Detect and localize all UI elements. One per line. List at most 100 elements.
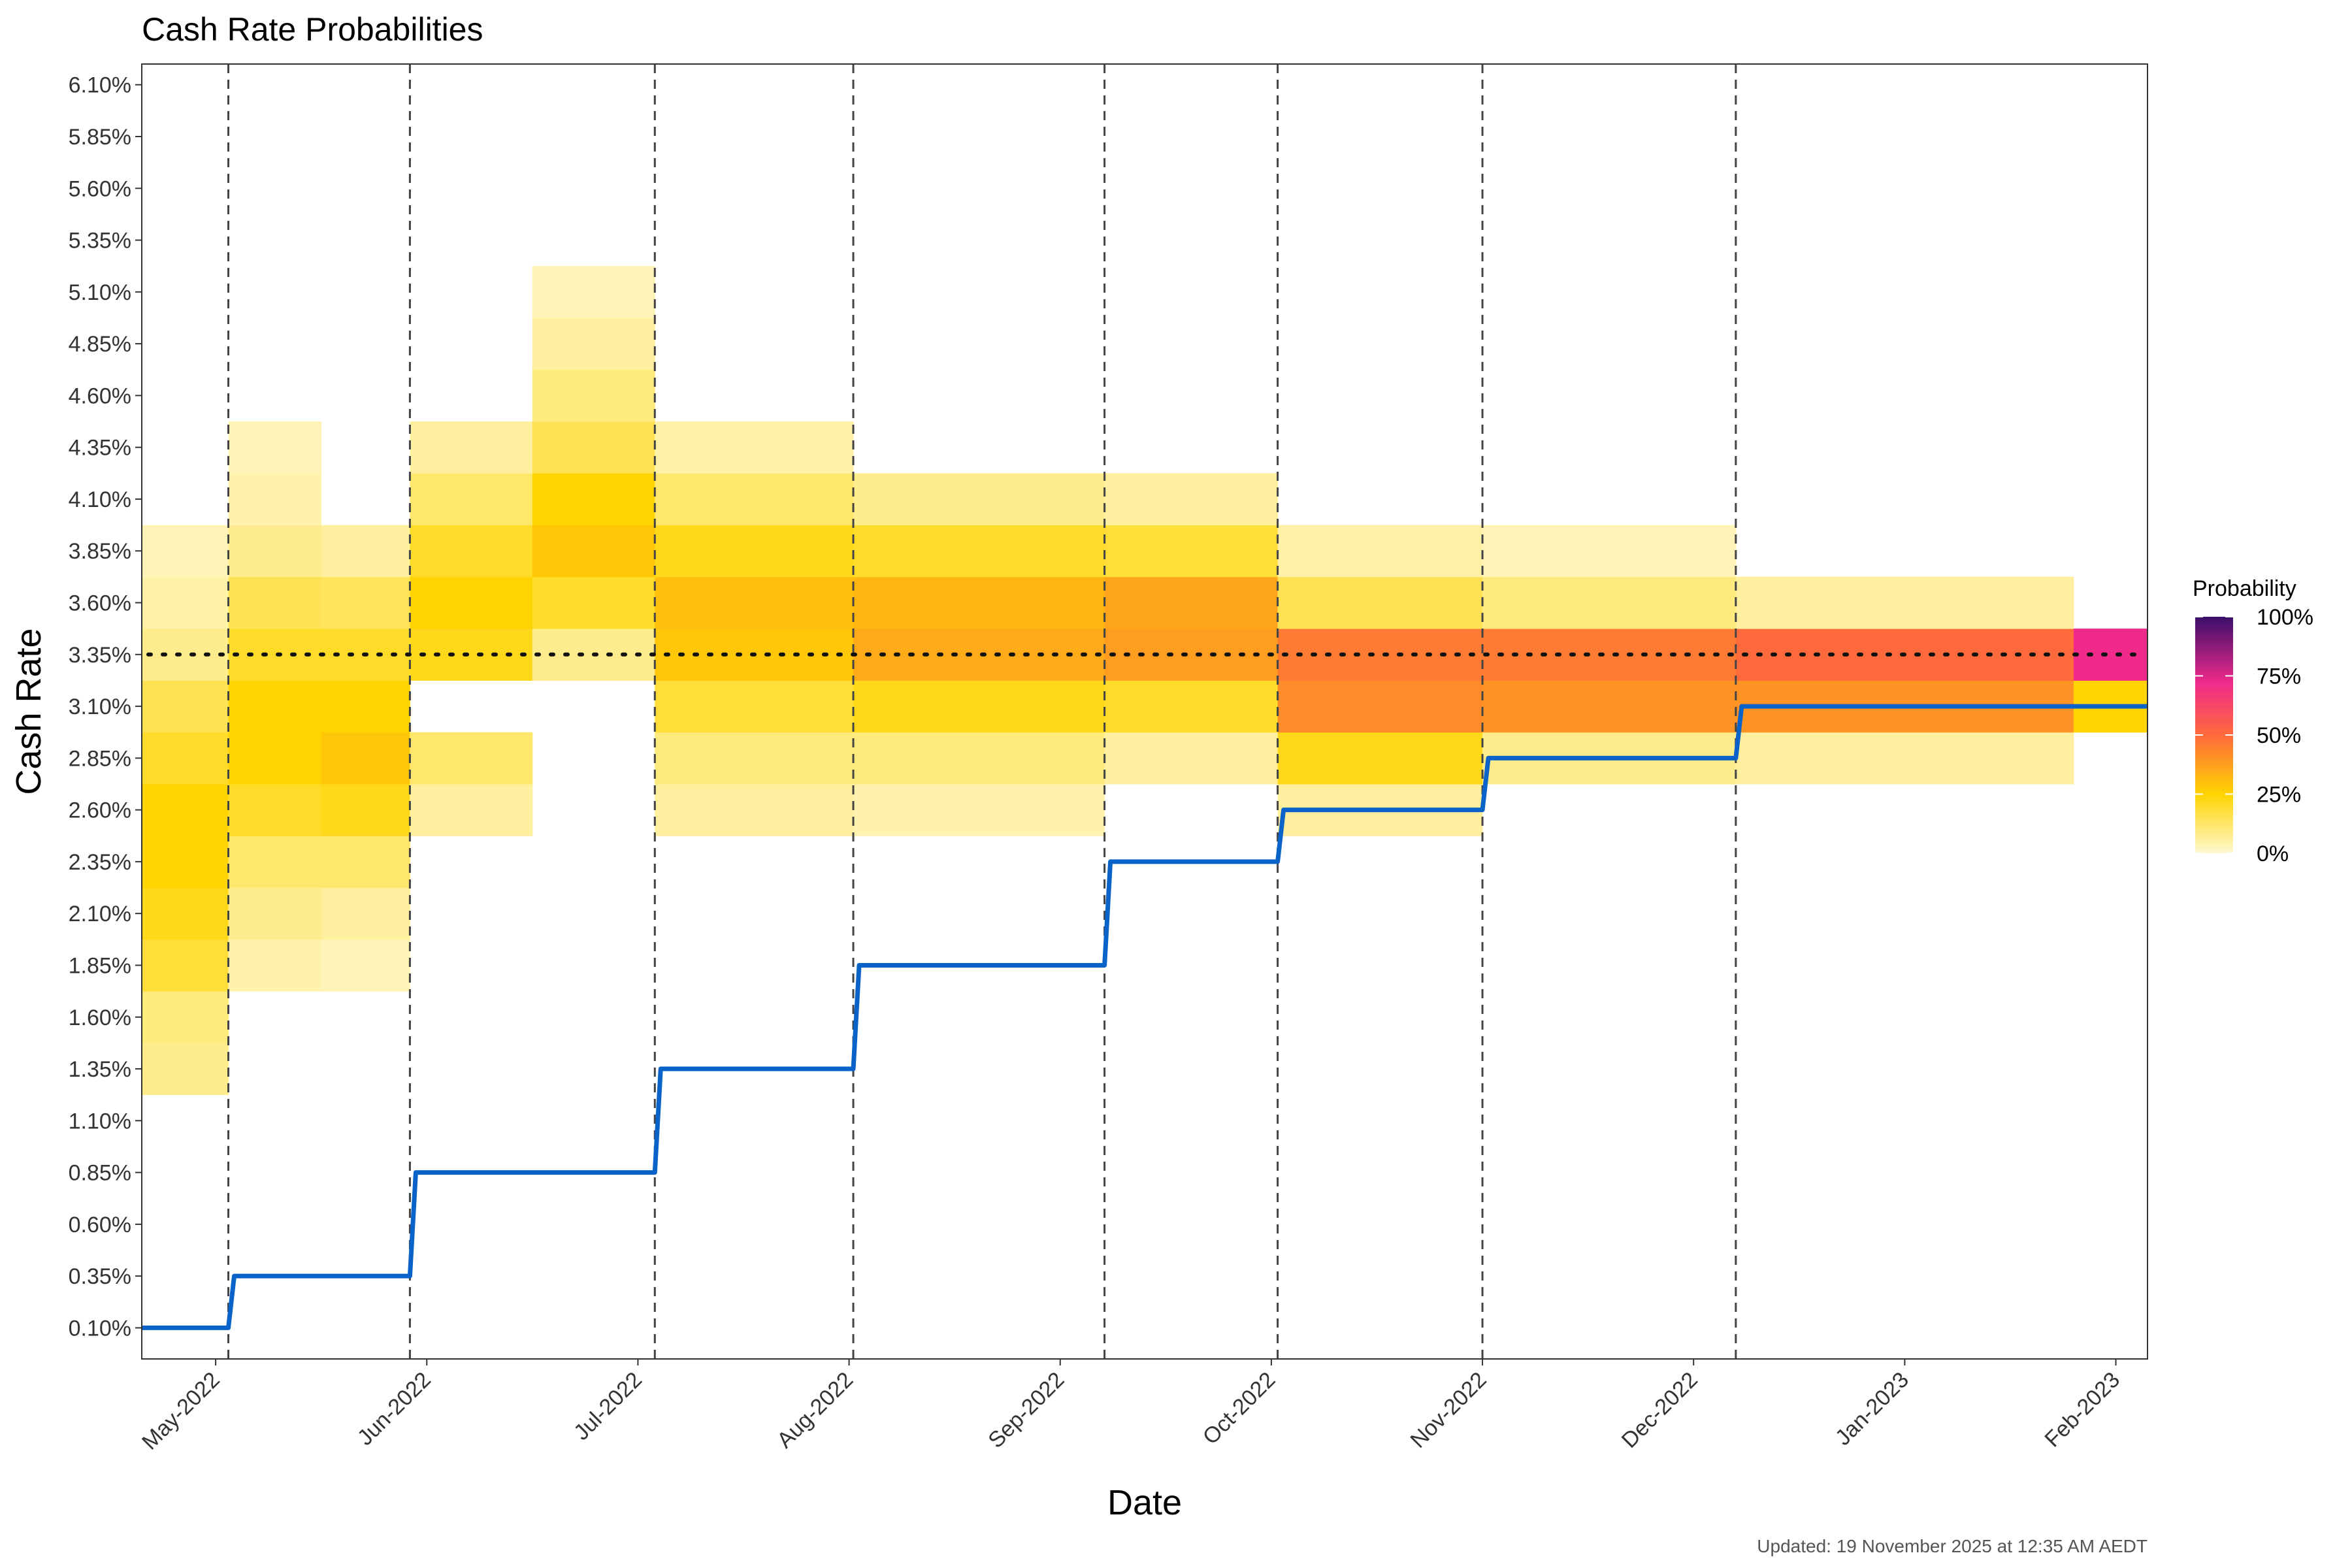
heat-tile xyxy=(410,576,533,629)
heat-tile xyxy=(532,318,655,370)
heat-tile xyxy=(228,939,322,992)
y-tick-label: 4.10% xyxy=(69,487,131,512)
heat-tile xyxy=(1735,732,2074,785)
x-tick-label: Jan-2023 xyxy=(1831,1367,1914,1450)
heat-tile xyxy=(655,576,854,629)
y-tick-label: 0.35% xyxy=(69,1264,131,1289)
heat-tile xyxy=(142,732,229,785)
heat-tile xyxy=(228,783,322,836)
heat-tile xyxy=(142,836,229,889)
legend-ticks: 100% 75% 50% 25% 0% xyxy=(2195,605,2313,866)
heat-tile xyxy=(228,836,322,889)
legend: Probability 100% 75% 50% 25% 0% xyxy=(2193,576,2313,866)
heat-tile xyxy=(1104,680,1279,733)
heat-tile xyxy=(321,732,410,785)
y-tick-label: 5.85% xyxy=(69,125,131,150)
meeting-date-lines xyxy=(227,64,1737,1359)
y-tick-label: 5.10% xyxy=(69,280,131,305)
legend-tick-label: 0% xyxy=(2257,841,2289,866)
heat-tile xyxy=(853,576,1105,629)
heat-tile xyxy=(1104,525,1279,578)
heat-tile xyxy=(410,421,533,474)
heat-tile xyxy=(228,576,322,629)
heat-tile xyxy=(142,576,229,629)
heat-tile xyxy=(142,1043,229,1096)
y-tick-label: 0.60% xyxy=(69,1213,131,1237)
heat-tile xyxy=(532,576,655,629)
heat-tile xyxy=(228,525,322,578)
heat-tile xyxy=(655,421,854,474)
legend-tick-label: 50% xyxy=(2257,723,2301,748)
y-tick-label: 1.85% xyxy=(69,953,131,978)
heat-tile xyxy=(853,473,1105,526)
heat-tile xyxy=(1735,576,2074,629)
heat-tile xyxy=(532,369,655,422)
heat-tile xyxy=(321,836,410,889)
y-tick-label: 3.10% xyxy=(69,694,131,719)
y-tick-label: 5.60% xyxy=(69,176,131,201)
x-tick-label: Dec-2022 xyxy=(1617,1367,1703,1453)
heat-tile xyxy=(228,473,322,526)
y-tick-label: 6.10% xyxy=(69,73,131,98)
heat-tile xyxy=(321,783,410,836)
probability-heatmap xyxy=(142,266,2148,1096)
heat-tile xyxy=(655,783,854,836)
heat-tile xyxy=(532,473,655,526)
heat-tile xyxy=(321,525,410,578)
y-tick-label: 0.85% xyxy=(69,1161,131,1186)
y-tick-label: 1.10% xyxy=(69,1109,131,1134)
heat-tile xyxy=(228,732,322,785)
heat-tile xyxy=(1277,629,1483,681)
heat-tile xyxy=(655,525,854,578)
y-tick-label: 2.35% xyxy=(69,850,131,875)
y-tick-label: 3.85% xyxy=(69,539,131,564)
heat-tile xyxy=(1482,680,1737,733)
y-tick-label: 5.35% xyxy=(69,229,131,253)
heat-tile xyxy=(1104,576,1279,629)
x-tick-label: Jul-2022 xyxy=(569,1367,647,1445)
y-tick-label: 1.35% xyxy=(69,1057,131,1082)
heat-tile xyxy=(228,421,322,474)
heat-tile xyxy=(853,680,1105,733)
heat-tile xyxy=(655,732,854,785)
y-tick-label: 3.35% xyxy=(69,643,131,668)
heat-tile xyxy=(1104,629,1279,681)
heat-tile xyxy=(142,629,229,681)
heat-tile xyxy=(1104,732,1279,785)
chart-title: Cash Rate Probabilities xyxy=(142,11,483,48)
heat-tile xyxy=(532,421,655,474)
y-tick-label: 4.35% xyxy=(69,436,131,461)
updated-footer: Updated: 19 November 2025 at 12:35 AM AE… xyxy=(1757,1536,2148,1556)
cash-rate-path xyxy=(142,704,2148,1330)
y-axis-title: Cash Rate xyxy=(9,628,48,794)
legend-tick-label: 25% xyxy=(2257,783,2301,808)
y-tick-label: 1.60% xyxy=(69,1005,131,1030)
x-tick-label: Nov-2022 xyxy=(1406,1367,1492,1453)
heat-tile xyxy=(532,266,655,318)
actual-cash-rate-line xyxy=(142,704,2148,1330)
heat-tile xyxy=(142,887,229,940)
heat-tile xyxy=(853,732,1105,785)
heat-tile xyxy=(142,939,229,992)
y-tick-label: 0.10% xyxy=(69,1316,131,1341)
heat-tile xyxy=(1482,576,1737,629)
heat-tile xyxy=(142,525,229,578)
y-tick-label: 3.60% xyxy=(69,591,131,616)
heat-tile xyxy=(655,680,854,733)
x-tick-label: Jun-2022 xyxy=(353,1367,436,1450)
y-tick-label: 2.60% xyxy=(69,798,131,823)
heat-tile xyxy=(142,783,229,836)
heat-tile xyxy=(532,525,655,578)
heat-tile xyxy=(321,576,410,629)
heat-tile xyxy=(1104,473,1279,526)
x-tick-label: Feb-2023 xyxy=(2040,1367,2125,1452)
legend-tick-label: 75% xyxy=(2257,664,2301,689)
x-axis-title: Date xyxy=(1107,1483,1182,1522)
heat-tile xyxy=(655,473,854,526)
heat-tile xyxy=(321,680,410,733)
heat-tile xyxy=(410,473,533,526)
x-tick-label: May-2022 xyxy=(137,1367,225,1455)
y-tick-label: 2.10% xyxy=(69,902,131,926)
heat-tile xyxy=(1277,732,1483,785)
